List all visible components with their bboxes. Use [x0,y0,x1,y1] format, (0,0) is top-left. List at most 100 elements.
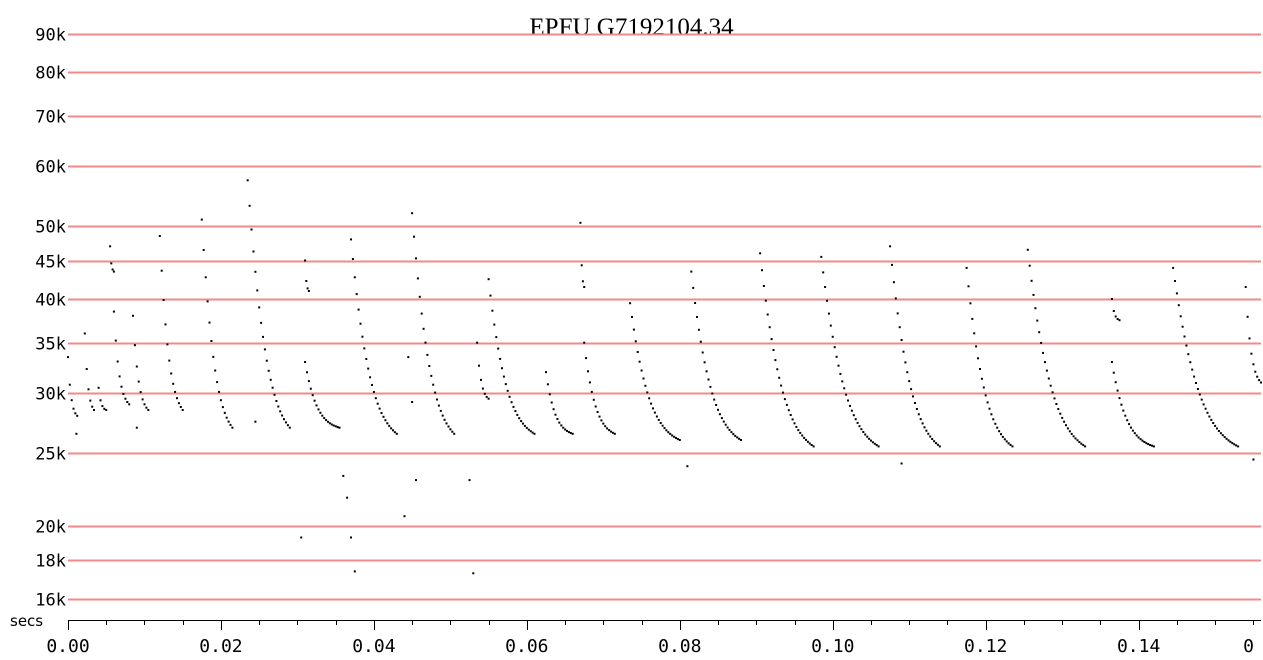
data-point [984,394,987,397]
data-point [392,429,394,432]
data-point [1139,438,1142,441]
data-point [1065,424,1067,427]
data-point [501,367,503,370]
data-point [516,413,519,416]
data-point [223,411,226,414]
y-tick-label: 30k [35,385,66,405]
data-point [325,419,328,422]
data-point [441,414,444,417]
data-point [112,270,115,273]
data-point [300,536,303,539]
data-point [566,429,568,432]
data-point [652,407,654,410]
data-point [871,441,874,444]
data-point [133,344,136,347]
data-point [1047,377,1050,380]
y-tick-label: 50k [35,218,66,238]
data-point [661,424,664,427]
data-point [975,345,978,348]
data-point [778,376,781,379]
data-point [260,321,263,324]
data-point [877,445,880,448]
data-point [304,361,307,363]
data-point [1216,427,1218,430]
data-point [262,335,264,338]
data-point [998,430,1001,433]
x-tick-label: 0.10 [811,636,854,657]
data-point [732,433,735,436]
data-point [1208,415,1211,418]
data-point [785,403,788,406]
data-point [1112,371,1115,374]
data-point [873,442,876,445]
data-point [1034,307,1037,310]
data-point [279,410,282,413]
data-point [160,269,163,272]
data-point [72,407,75,410]
data-point [1254,370,1257,373]
data-point [935,442,937,445]
data-point [724,423,727,426]
data-point [231,426,234,429]
data-point [596,411,599,413]
data-point [655,415,658,418]
data-point [1217,430,1220,432]
data-point [353,276,356,279]
data-point [894,297,897,300]
data-point [116,360,119,363]
chart-title: EPFU G7192104.34 [529,14,734,41]
data-point [485,395,488,398]
data-point [1233,443,1236,446]
data-point [856,421,859,424]
data-point [248,204,251,207]
data-point [768,326,771,329]
data-point [122,392,125,395]
data-point [1032,293,1035,296]
data-point [671,434,674,437]
data-point [829,324,832,327]
data-point [1030,279,1033,282]
data-point [835,355,838,358]
data-point [430,374,433,377]
data-point [288,426,291,429]
data-point [860,428,863,431]
data-point [787,409,790,412]
data-point [120,385,123,388]
data-point [866,435,869,438]
data-point [361,335,364,338]
data-point [1143,441,1146,443]
data-point [692,286,695,289]
data-point [585,357,588,360]
data-point [499,357,502,360]
y-tick-label: 16k [35,591,66,611]
data-point [598,415,601,418]
data-point [76,414,79,417]
data-point [504,383,507,386]
data-point [921,422,924,425]
data-point [472,572,475,575]
data-point [770,338,773,341]
data-point [1051,391,1054,394]
data-point [1061,416,1064,419]
data-point [210,340,213,342]
data-point [332,424,335,427]
data-point [728,428,731,431]
y-axis-tick-labels: 16k 18k 20k 25k 30k 35k 40k 45k 50k 60k 70k 80k 90k [35,26,66,611]
data-point [986,401,989,404]
data-point [1038,331,1041,334]
data-point [1072,435,1075,438]
data-point [307,290,310,292]
data-point [709,385,712,388]
data-point [1181,325,1184,328]
data-point [837,364,840,367]
data-point [678,439,681,441]
x-unit-label: secs [10,612,43,630]
data-point [669,432,672,435]
data-point [581,280,584,283]
data-point [912,395,914,398]
data-point [135,365,138,368]
data-point [892,281,895,284]
data-point [900,339,903,341]
data-point [841,380,844,383]
data-point [285,421,287,424]
